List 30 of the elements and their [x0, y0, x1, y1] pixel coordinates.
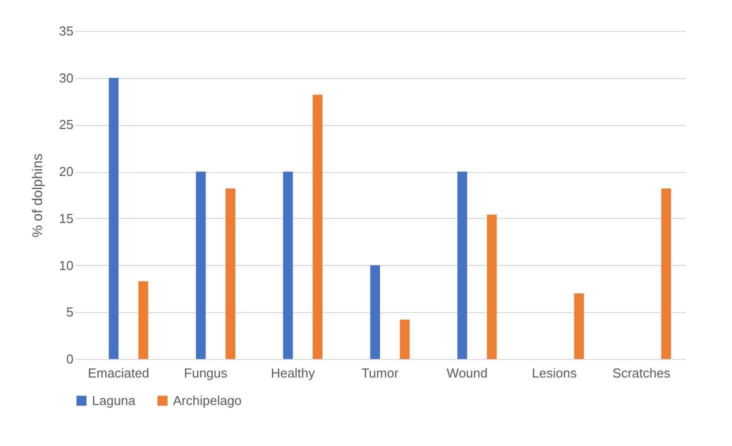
y-axis-title: % of dolphins — [29, 153, 46, 238]
x-tick-label: Emaciated — [88, 366, 150, 380]
bar — [108, 78, 119, 359]
bar — [661, 188, 672, 359]
y-tick-label: 30 — [59, 70, 74, 86]
legend-label: Archipelago — [173, 392, 242, 408]
bar — [138, 281, 148, 359]
y-tick-label: 25 — [59, 117, 74, 132]
x-tick-label: Healthy — [270, 366, 316, 380]
x-tick-label: Tumor — [361, 366, 400, 380]
bar — [457, 172, 468, 359]
y-tick-label: 5 — [66, 304, 74, 320]
y-tick-label: 10 — [59, 258, 74, 273]
x-tick-label: Lesions — [532, 366, 578, 380]
bar — [283, 172, 293, 359]
bar — [574, 293, 584, 359]
x-tick-label: Scratches — [612, 366, 671, 380]
legend-label: Laguna — [92, 392, 136, 408]
x-tick-label: Wound — [446, 366, 488, 380]
bar — [312, 94, 322, 359]
y-tick-label: 20 — [59, 164, 74, 180]
y-tick-label: 35 — [59, 24, 74, 38]
x-tick-label: Fungus — [184, 366, 228, 380]
bar — [400, 320, 410, 359]
bar — [196, 172, 206, 359]
bar — [370, 265, 380, 359]
y-tick-label: 0 — [66, 352, 74, 366]
y-tick-label: 15 — [59, 210, 74, 226]
bar — [226, 188, 236, 359]
bar — [486, 214, 497, 359]
